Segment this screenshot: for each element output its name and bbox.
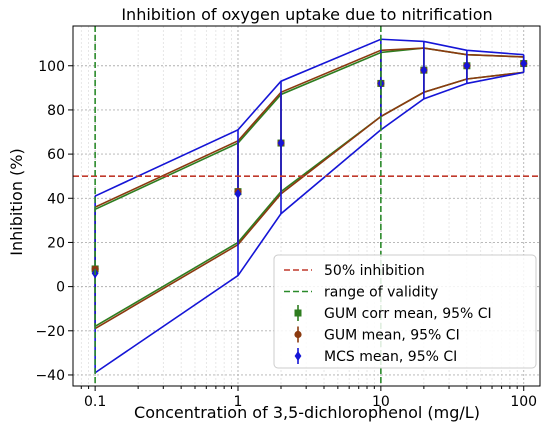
legend-swatch: [294, 330, 302, 339]
x-axis-label: Concentration of 3,5-dichlorophenol (mg/…: [134, 403, 480, 422]
x-tick-label: 0.1: [84, 394, 106, 410]
x-tick-label: 100: [510, 394, 537, 410]
data-point: [277, 138, 285, 149]
y-tick-label: −20: [35, 324, 65, 340]
legend-swatch: [294, 309, 302, 317]
legend-label: GUM mean, 95% CI: [324, 328, 460, 344]
y-tick-label: −40: [35, 368, 65, 384]
y-axis-ticks: −40 −20 0 20 40 60 80 100: [35, 59, 73, 384]
y-axis-label: Inhibition (%): [7, 148, 26, 255]
legend-box: [273, 254, 537, 369]
y-tick-label: 40: [47, 191, 65, 207]
x-axis-ticks: 0.1 1 10 100: [80, 386, 537, 410]
x-tick-label: 1: [234, 394, 243, 410]
series-markers-2: [91, 58, 528, 279]
x-tick-label: 10: [372, 394, 390, 410]
chart-title: Inhibition of oxygen uptake due to nitri…: [121, 5, 492, 24]
legend-swatch: [294, 351, 302, 361]
y-tick-label: 100: [38, 59, 65, 75]
data-point: [234, 188, 242, 199]
y-tick-label: 60: [47, 147, 65, 163]
data-point: [463, 60, 471, 71]
series-markers-1: [91, 59, 528, 273]
data-point: [520, 58, 528, 69]
ci-upper-line: [94, 47, 524, 211]
y-tick-label: 80: [47, 103, 65, 119]
ci-upper-line: [94, 47, 524, 208]
y-tick-label: 20: [47, 235, 65, 251]
legend-label: GUM corr mean, 95% CI: [324, 306, 492, 322]
legend: 50% inhibition range of validity GUM corr …: [273, 254, 537, 369]
y-tick-label: 0: [56, 280, 65, 296]
data-point: [420, 65, 428, 76]
legend-label: MCS mean, 95% CI: [324, 349, 457, 365]
legend-label: range of validity: [324, 285, 438, 301]
legend-label: 50% inhibition: [324, 263, 425, 279]
series-markers-0: [91, 60, 528, 273]
